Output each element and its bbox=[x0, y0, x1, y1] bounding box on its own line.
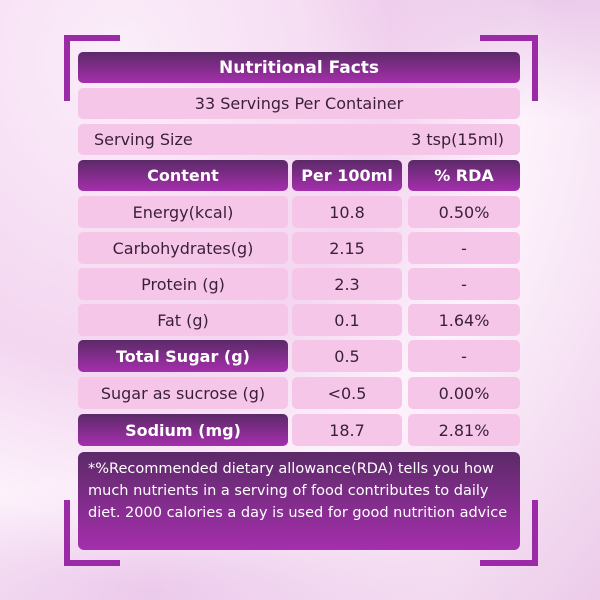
serving-size-row: Serving Size 3 tsp(15ml) bbox=[78, 124, 520, 155]
nutrient-name: Protein (g) bbox=[78, 268, 288, 300]
corner-bracket bbox=[64, 35, 120, 41]
corner-bracket bbox=[532, 35, 538, 101]
servings-per-container: 33 Servings Per Container bbox=[78, 88, 520, 119]
nutrient-name: Sodium (mg) bbox=[78, 414, 288, 446]
nutrient-per-100ml: 2.3 bbox=[292, 268, 402, 300]
corner-bracket bbox=[480, 35, 538, 41]
table-title: Nutritional Facts bbox=[78, 52, 520, 83]
corner-bracket bbox=[64, 500, 70, 566]
serving-size-label: Serving Size bbox=[94, 130, 193, 149]
header-content: Content bbox=[78, 160, 288, 191]
nutrient-rda: 0.00% bbox=[408, 377, 520, 409]
rda-footnote: *%Recommended dietary allowance(RDA) tel… bbox=[78, 452, 520, 550]
header-rda: % RDA bbox=[408, 160, 520, 191]
corner-bracket bbox=[532, 500, 538, 566]
nutrient-rda: 0.50% bbox=[408, 196, 520, 228]
nutrient-rda: 2.81% bbox=[408, 414, 520, 446]
nutrient-rda: - bbox=[408, 232, 520, 264]
nutrient-per-100ml: 0.1 bbox=[292, 304, 402, 336]
nutrient-name: Carbohydrates(g) bbox=[78, 232, 288, 264]
nutrient-name: Total Sugar (g) bbox=[78, 340, 288, 372]
nutrient-per-100ml: 10.8 bbox=[292, 196, 402, 228]
nutrient-per-100ml: <0.5 bbox=[292, 377, 402, 409]
nutrient-per-100ml: 2.15 bbox=[292, 232, 402, 264]
serving-size-value: 3 tsp(15ml) bbox=[411, 130, 504, 149]
corner-bracket bbox=[64, 35, 70, 101]
nutrient-name: Fat (g) bbox=[78, 304, 288, 336]
nutrient-rda: - bbox=[408, 268, 520, 300]
nutrient-name: Sugar as sucrose (g) bbox=[78, 377, 288, 409]
header-per-100ml: Per 100ml bbox=[292, 160, 402, 191]
nutrient-per-100ml: 0.5 bbox=[292, 340, 402, 372]
corner-bracket bbox=[64, 560, 120, 566]
nutrient-name: Energy(kcal) bbox=[78, 196, 288, 228]
nutrient-per-100ml: 18.7 bbox=[292, 414, 402, 446]
corner-bracket bbox=[480, 560, 538, 566]
nutrient-rda: 1.64% bbox=[408, 304, 520, 336]
nutrient-rda: - bbox=[408, 340, 520, 372]
